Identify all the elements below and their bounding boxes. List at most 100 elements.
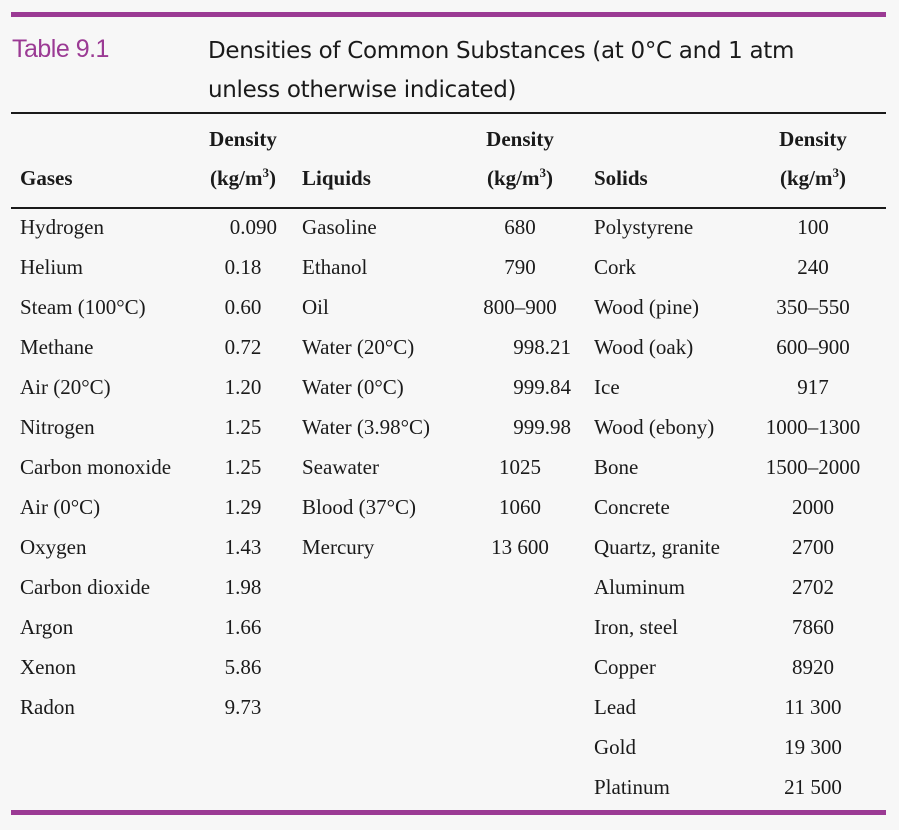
gases-density-cell: 1.20 — [224, 375, 262, 399]
table-row: Carbon dioxide 1.98 Aluminum 2702 — [0, 568, 899, 608]
table-row: Air (0°C) 1.29 Blood (37°C) 1060 Concrete 200… — [0, 488, 899, 528]
gases-name-cell: Radon — [20, 695, 75, 719]
solids-density-cell: 240 — [797, 255, 829, 279]
gases-density-cell: 0.60 — [224, 295, 262, 319]
solids-name-cell: Quartz, granite — [594, 535, 720, 559]
gases-density-cell: 1.66 — [224, 615, 262, 639]
gases-name-cell: Steam (100°C) — [20, 295, 146, 319]
gases-density-cell: 1.29 — [224, 495, 262, 519]
liquids-density-cell: 1025 — [499, 455, 541, 479]
solids-density-cell: 100 — [797, 215, 829, 239]
header-bottom-rule — [11, 207, 886, 209]
header-liquids-unit: (kg/m3) — [487, 165, 553, 190]
solids-density-cell: 1500–2000 — [765, 455, 861, 479]
header-gases-unit: (kg/m3) — [210, 165, 276, 190]
table-row: Gold 19 300 — [0, 728, 899, 768]
solids-name-cell: Wood (pine) — [594, 295, 700, 319]
liquids-density-cell: 790 — [504, 255, 536, 279]
header-liquids: Liquids — [302, 166, 371, 190]
solids-name-cell: Gold — [594, 735, 636, 759]
liquids-name-cell: Seawater — [302, 455, 379, 479]
solids-density-cell: 600–900 — [776, 335, 850, 359]
liquids-density-cell: 800–900 — [483, 295, 557, 319]
header-solids: Solids — [594, 166, 648, 190]
gases-name-cell: Argon — [20, 615, 74, 639]
gases-density-cell: 1.25 — [224, 455, 262, 479]
gases-name-cell: Air (20°C) — [20, 375, 111, 399]
solids-density-cell: 2700 — [792, 535, 834, 559]
solids-density-cell: 11 300 — [784, 695, 842, 719]
solids-density-cell: 21 500 — [784, 775, 842, 799]
gases-name-cell: Carbon monoxide — [20, 455, 172, 479]
liquids-name-cell: Mercury — [302, 535, 375, 559]
table-row: Steam (100°C) 0.60 Oil 800–900 Wood (pine) 35… — [0, 288, 899, 328]
table-number: Table 9.1 — [12, 35, 109, 63]
solids-name-cell: Wood (oak) — [594, 335, 694, 359]
liquids-name-cell: Ethanol — [302, 255, 368, 279]
bottom-accent-bar — [11, 810, 886, 815]
liquids-density-cell: 1060 — [499, 495, 541, 519]
liquids-name-cell: Blood (37°C) — [302, 495, 416, 519]
liquids-density-cell: 13 600 — [491, 535, 549, 559]
gases-name-cell: Carbon dioxide — [20, 575, 151, 599]
table-row: Oxygen 1.43 Mercury 13 600 Quartz, granite 27… — [0, 528, 899, 568]
solids-density-cell: 2000 — [792, 495, 834, 519]
table-row: Air (20°C) 1.20 Water (0°C) 999.84 Ice 917 — [0, 368, 899, 408]
header-solids-unit: (kg/m3) — [780, 165, 846, 190]
solids-name-cell: Bone — [594, 455, 639, 479]
gases-density-cell: 0.18 — [224, 255, 262, 279]
solids-name-cell: Cork — [594, 255, 636, 279]
liquids-density-cell: 998.21 — [513, 335, 571, 359]
solids-density-cell: 1000–1300 — [765, 415, 861, 439]
header-solids-density-label: Density — [779, 127, 847, 151]
table-row: Hydrogen 0.090 Gasoline 680 Polystyrene 100 — [0, 208, 899, 248]
solids-name-cell: Platinum — [594, 775, 670, 799]
solids-name-cell: Polystyrene — [594, 215, 694, 239]
table-row: Methane 0.72 Water (20°C) 998.21 Wood (oak) 6… — [0, 328, 899, 368]
gases-name-cell: Helium — [20, 255, 83, 279]
gases-name-cell: Nitrogen — [20, 415, 95, 439]
solids-density-cell: 19 300 — [784, 735, 842, 759]
liquids-density-cell: 680 — [504, 215, 536, 239]
gases-name-cell: Hydrogen — [20, 215, 104, 239]
solids-density-cell: 350–550 — [776, 295, 850, 319]
solids-name-cell: Ice — [594, 375, 620, 399]
gases-name-cell: Oxygen — [20, 535, 87, 559]
solids-name-cell: Concrete — [594, 495, 670, 519]
solids-density-cell: 7860 — [792, 615, 834, 639]
solids-name-cell: Lead — [594, 695, 636, 719]
table-title: Densities of Common Substances (at 0°C a… — [208, 38, 795, 103]
table-row: Argon 1.66 Iron, steel 7860 — [0, 608, 899, 648]
gases-density-cell: 0.090 — [229, 215, 277, 239]
liquids-name-cell: Water (20°C) — [302, 335, 415, 359]
liquids-density-cell: 999.84 — [513, 375, 571, 399]
gases-name-cell: Xenon — [20, 655, 76, 679]
liquids-name-cell: Water (0°C) — [302, 375, 404, 399]
liquids-name-cell: Gasoline — [302, 215, 377, 239]
solids-name-cell: Iron, steel — [594, 615, 678, 639]
header-gases-density-label: Density — [209, 127, 277, 151]
solids-density-cell: 8920 — [792, 655, 834, 679]
liquids-density-cell: 999.98 — [513, 415, 571, 439]
gases-density-cell: 1.43 — [224, 535, 262, 559]
liquids-name-cell: Water (3.98°C) — [302, 415, 430, 439]
solids-density-cell: 2702 — [792, 575, 834, 599]
solids-name-cell: Wood (ebony) — [594, 415, 715, 439]
table-row: Radon 9.73 Lead 11 300 — [0, 688, 899, 728]
gases-density-cell: 1.98 — [224, 575, 262, 599]
gases-density-cell: 1.25 — [224, 415, 262, 439]
gases-density-cell: 0.72 — [224, 335, 262, 359]
table-row: Xenon 5.86 Copper 8920 — [0, 648, 899, 688]
liquids-name-cell: Oil — [302, 295, 329, 319]
gases-density-cell: 5.86 — [224, 655, 262, 679]
table-row: Carbon monoxide 1.25 Seawater 1025 Bone 1500–… — [0, 448, 899, 488]
table-body: Hydrogen 0.090 Gasoline 680 Polystyrene 100 He… — [0, 208, 899, 808]
header-liquids-density-label: Density — [486, 127, 554, 151]
gases-name-cell: Methane — [20, 335, 94, 359]
solids-name-cell: Aluminum — [594, 575, 686, 599]
top-accent-bar — [11, 12, 886, 17]
table-row: Helium 0.18 Ethanol 790 Cork 240 — [0, 248, 899, 288]
header-gases: Gases — [20, 166, 73, 190]
table-row: Nitrogen 1.25 Water (3.98°C) 999.98 Wood (eb… — [0, 408, 899, 448]
table-row: Platinum 21 500 — [0, 768, 899, 808]
